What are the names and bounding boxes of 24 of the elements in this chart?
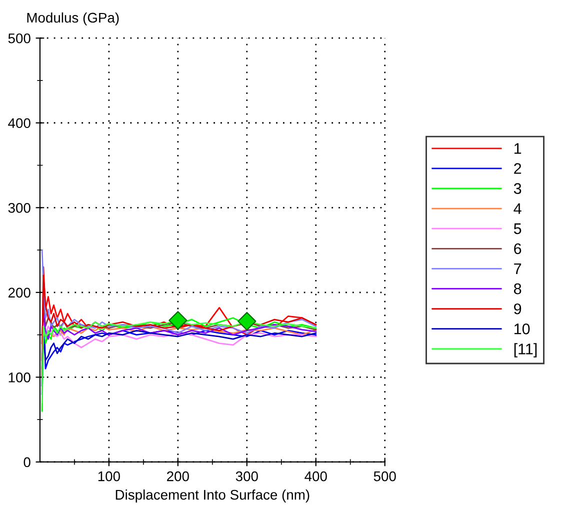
y-axis-title: Modulus (GPa)	[27, 12, 119, 26]
y-tick-label: 200	[8, 288, 30, 298]
x-tick-label: 300	[236, 471, 258, 482]
legend-label: 6	[514, 243, 522, 254]
legend-label: 1	[514, 143, 522, 154]
y-tick-label: 400	[8, 118, 30, 128]
x-axis-title: Displacement Into Surface (nm)	[116, 490, 310, 502]
x-tick-label: 200	[167, 471, 189, 482]
legend-label: [11]	[514, 343, 537, 358]
legend-label: 8	[514, 283, 522, 294]
y-tick-label: 100	[8, 372, 30, 382]
x-tick-label: 100	[98, 471, 120, 482]
x-tick-label: 400	[304, 471, 327, 482]
legend-label: 4	[514, 203, 522, 214]
legend-label: 10	[514, 324, 530, 334]
legend-label: 9	[514, 303, 522, 314]
legend-label: 7	[514, 264, 522, 274]
legend-label: 3	[514, 183, 522, 194]
y-tick-label: 300	[8, 202, 30, 213]
legend-label: 5	[514, 223, 522, 234]
y-tick-label: 500	[8, 33, 30, 44]
x-tick-label: 500	[374, 471, 396, 482]
y-tick-label: 0	[24, 457, 30, 468]
legend-label: 2	[514, 163, 522, 174]
